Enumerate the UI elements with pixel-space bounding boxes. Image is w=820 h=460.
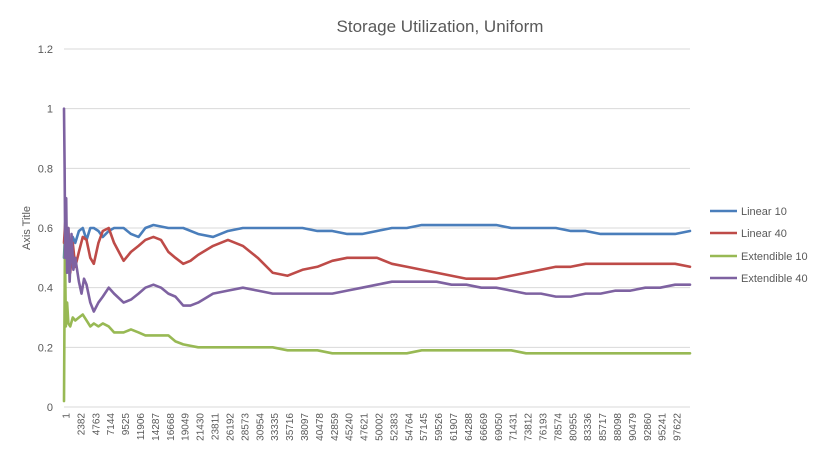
- legend: Linear 10 Linear 40 Extendible 10 Extendibl…: [710, 206, 808, 285]
- x-tick-label: 23811: [211, 413, 222, 441]
- x-tick-label: 14287: [151, 413, 162, 441]
- y-tick-label: 0.4: [38, 283, 53, 295]
- x-tick-label: 21430: [196, 413, 207, 441]
- x-tick-label: 2382: [76, 413, 87, 436]
- x-tick-label: 40478: [315, 413, 326, 441]
- x-axis-ticks: 1 2382 4763 7144 9525 11906 14287 16668 19049 214…: [62, 413, 684, 441]
- gridlines: [64, 48, 690, 348]
- x-tick-label: 35716: [285, 413, 296, 441]
- x-tick-label: 26192: [225, 413, 236, 441]
- chart-title: Storage Utilization, Uniform: [337, 17, 544, 36]
- x-tick-label: 95241: [658, 413, 669, 441]
- legend-label: Extendible 10: [741, 251, 808, 263]
- y-tick-label: 1: [47, 104, 53, 116]
- x-tick-label: 11906: [136, 413, 147, 441]
- legend-label: Linear 40: [741, 228, 787, 240]
- legend-label: Linear 10: [741, 206, 787, 218]
- x-tick-label: 66669: [479, 413, 490, 441]
- x-tick-label: 59526: [434, 413, 445, 441]
- series-line-linear-40: [62, 220, 692, 281]
- x-tick-label: 16668: [166, 413, 177, 441]
- y-axis-title: Axis Title: [21, 206, 33, 250]
- x-tick-label: 9525: [121, 413, 132, 436]
- y-tick-label: 0: [47, 402, 53, 414]
- x-tick-label: 76193: [538, 413, 549, 441]
- legend-label: Extendible 40: [741, 273, 808, 285]
- x-tick-label: 69050: [494, 413, 505, 441]
- x-tick-label: 78574: [553, 413, 564, 441]
- x-tick-label: 4763: [91, 413, 102, 436]
- x-tick-label: 42859: [330, 413, 341, 441]
- y-axis-ticks: 0 0.2 0.4 0.6 0.8 1 1.2: [38, 44, 53, 414]
- x-tick-label: 90479: [628, 413, 639, 441]
- y-tick-label: 0.8: [38, 163, 53, 175]
- y-tick-label: 0.2: [38, 342, 53, 354]
- x-tick-label: 19049: [181, 413, 192, 441]
- x-tick-label: 52383: [389, 413, 400, 441]
- y-tick-label: 0.6: [38, 223, 53, 235]
- x-tick-label: 88098: [613, 413, 624, 441]
- x-tick-label: 38097: [300, 413, 311, 441]
- x-tick-label: 7144: [106, 413, 117, 436]
- x-tick-label: 61907: [449, 413, 460, 441]
- x-tick-label: 1: [62, 413, 73, 419]
- x-tick-label: 71431: [509, 413, 520, 441]
- x-tick-label: 33335: [270, 413, 281, 441]
- series-line-extendible-10: [62, 241, 692, 403]
- series-line-extendible-40: [62, 107, 692, 313]
- x-tick-label: 47621: [360, 413, 371, 441]
- x-tick-label: 73812: [524, 413, 535, 441]
- x-tick-label: 50002: [375, 413, 386, 441]
- series-line-linear-10: [62, 223, 692, 266]
- x-tick-label: 97622: [673, 413, 684, 441]
- x-tick-label: 83336: [583, 413, 594, 441]
- x-tick-label: 85717: [598, 413, 609, 441]
- x-tick-label: 45240: [345, 413, 356, 441]
- series-lines: [62, 107, 692, 403]
- x-tick-label: 57145: [419, 413, 430, 441]
- x-tick-label: 64288: [464, 413, 475, 441]
- x-tick-label: 28573: [240, 413, 251, 441]
- x-tick-label: 92860: [643, 413, 654, 441]
- x-tick-label: 80955: [568, 413, 579, 441]
- x-tick-label: 54764: [404, 413, 415, 441]
- y-tick-label: 1.2: [38, 44, 53, 56]
- x-tick-label: 30954: [255, 413, 266, 441]
